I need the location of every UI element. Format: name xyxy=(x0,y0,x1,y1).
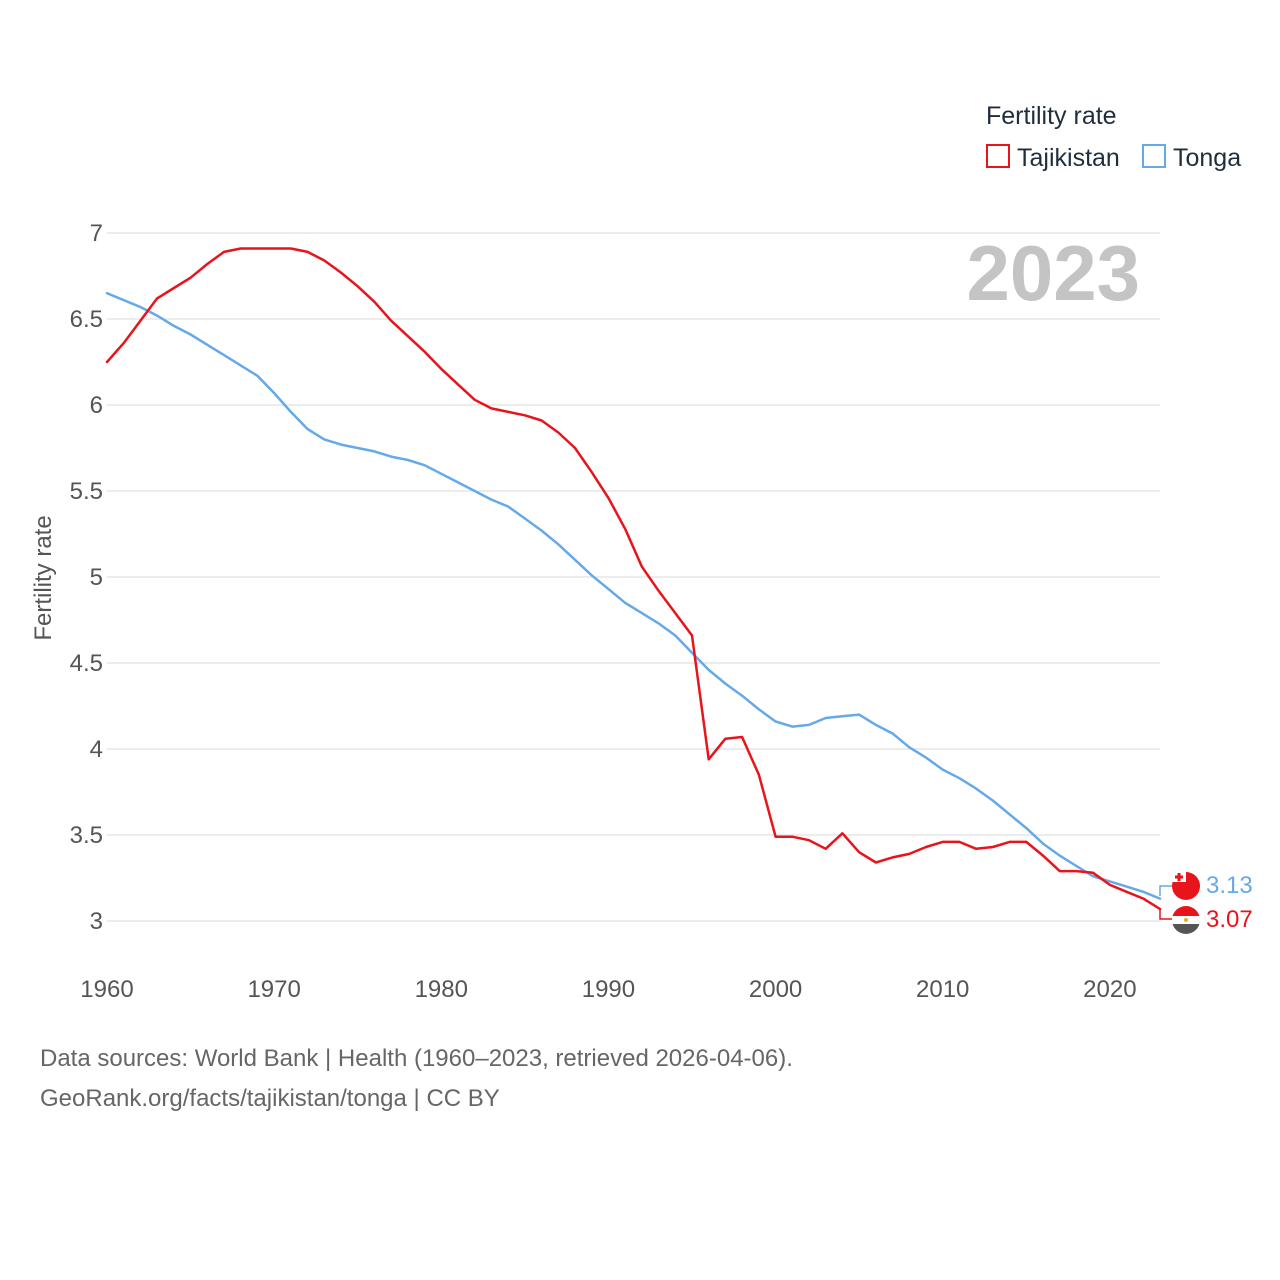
series-line-tonga xyxy=(105,291,1162,900)
legend-swatch-tajikistan xyxy=(986,144,1010,168)
tajikistan-connector xyxy=(1159,908,1172,920)
x-axis-ticks: 1960 1970 1980 1990 2000 2010 2020 xyxy=(80,976,1136,1003)
x-tick-label: 1980 xyxy=(415,976,468,1003)
footer-attribution: GeoRank.org/facts/tajikistan/tonga | CC … xyxy=(40,1085,500,1112)
tonga-end-value: 3.13 xyxy=(1206,872,1253,899)
series-line-tajikistan xyxy=(105,247,1162,911)
y-tick-label: 4 xyxy=(90,736,103,763)
y-tick-label: 5.5 xyxy=(70,478,103,505)
y-tick-label: 7 xyxy=(90,220,103,247)
y-axis-ticks: 3 3.5 4 4.5 5 5.5 6 6.5 7 xyxy=(70,220,103,935)
line-chart: 3 3.5 4 4.5 5 5.5 6 6.5 7 1960 1970 1980 1990 2000 20… xyxy=(30,102,1253,1003)
series xyxy=(105,247,1162,911)
x-tick-label: 1990 xyxy=(582,976,635,1003)
x-tick-label: 1960 xyxy=(80,976,133,1003)
x-tick-label: 1970 xyxy=(247,976,300,1003)
tajikistan-end-value: 3.07 xyxy=(1206,906,1253,933)
x-tick-label: 2020 xyxy=(1083,976,1136,1003)
legend-label-tonga: Tonga xyxy=(1173,144,1241,172)
y-tick-label: 3 xyxy=(90,908,103,935)
x-tick-label: 2010 xyxy=(916,976,969,1003)
footer-source: Data sources: World Bank | Health (1960–… xyxy=(40,1045,793,1072)
legend-label-tajikistan: Tajikistan xyxy=(1017,144,1120,172)
y-tick-label: 6.5 xyxy=(70,306,103,333)
y-tick-label: 6 xyxy=(90,392,103,419)
tonga-end-marker: 3.13 xyxy=(1159,872,1253,900)
legend-title: Fertility rate xyxy=(986,102,1117,130)
y-tick-label: 4.5 xyxy=(70,650,103,677)
y-axis-title: Fertility rate xyxy=(30,515,57,640)
x-tick-label: 2000 xyxy=(749,976,802,1003)
legend: Fertility rate Tajikistan Tonga xyxy=(986,102,1241,172)
tajikistan-end-marker: 3.07 xyxy=(1159,906,1253,934)
y-tick-label: 5 xyxy=(90,564,103,591)
tajikistan-flag-icon xyxy=(1172,906,1200,934)
y-tick-label: 3.5 xyxy=(70,822,103,849)
current-year-label: 2023 xyxy=(966,229,1140,317)
tonga-connector xyxy=(1159,885,1172,896)
legend-swatch-tonga xyxy=(1142,144,1166,168)
tonga-flag-icon xyxy=(1172,872,1200,900)
gridlines xyxy=(107,232,1160,922)
